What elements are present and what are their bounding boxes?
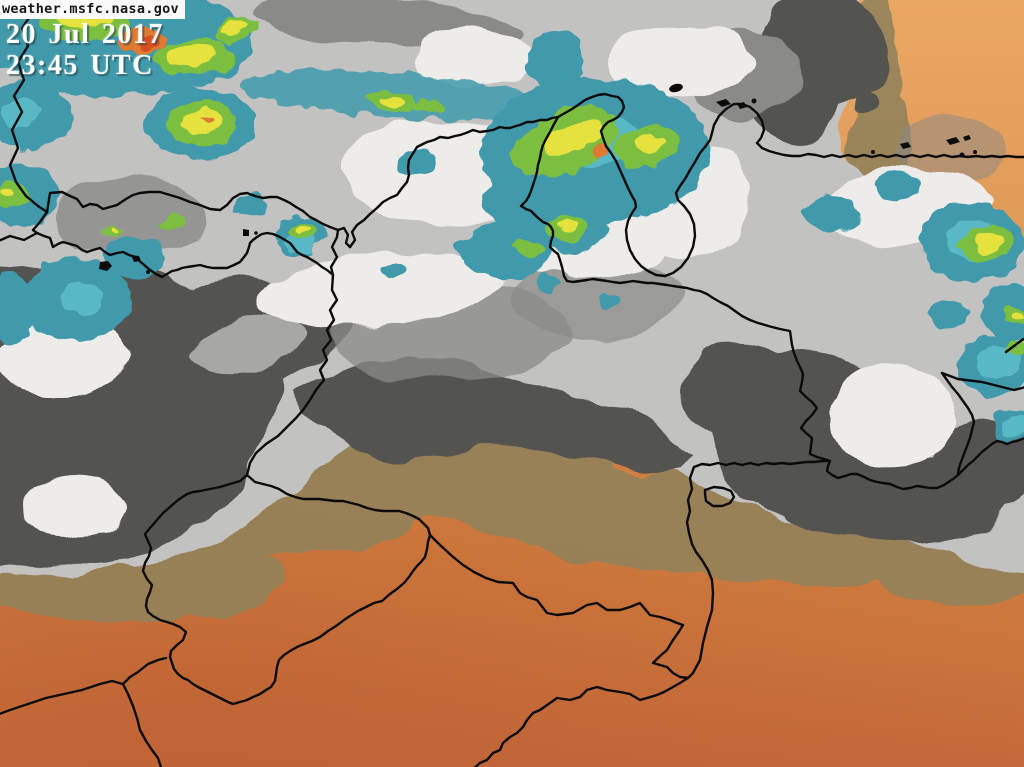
charcoal-low-cloud-band <box>295 356 688 472</box>
colombia-venezuela-border <box>519 115 1024 491</box>
border-stub-ne <box>940 371 1024 392</box>
colombia-outline <box>141 473 432 706</box>
border-east-from-colombia <box>428 533 690 680</box>
curacao-island <box>716 99 731 107</box>
island-mark <box>900 142 911 149</box>
coiba-island <box>99 261 112 271</box>
watermark-url: weather.msfc.nasa.gov <box>0 0 185 19</box>
border-zigzag-box <box>703 485 736 508</box>
costa-rica-outline <box>0 0 49 242</box>
islands <box>99 83 977 274</box>
ecuador-coast <box>0 656 168 767</box>
timestamp-time: 23:45 UTC <box>6 50 154 81</box>
timestamp-date: 20 Jul 2017 <box>6 19 164 50</box>
border-horizontal <box>692 459 832 469</box>
aruba-island <box>669 83 683 93</box>
islet <box>131 255 141 262</box>
caribbean-coast-maracaibo <box>348 92 1024 278</box>
panama-north-coast <box>45 190 352 249</box>
island-mark <box>963 135 971 141</box>
border-stub-se <box>940 371 976 476</box>
gatun-lake-mark <box>243 229 249 236</box>
panama-south-coast <box>35 231 335 279</box>
border-sw-descent <box>473 676 690 767</box>
darien-colombia-line <box>245 228 340 477</box>
cloud-deck <box>0 0 1024 581</box>
island-mark <box>946 137 960 145</box>
bonaire-island <box>737 102 747 109</box>
border-vertical <box>685 465 715 680</box>
border-stub-corner <box>1004 337 1024 354</box>
